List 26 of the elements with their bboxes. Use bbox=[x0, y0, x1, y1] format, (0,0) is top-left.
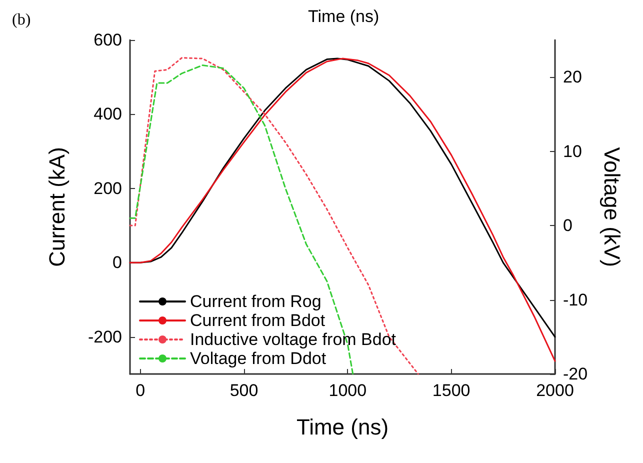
y2-tick-label: 10 bbox=[563, 142, 582, 161]
text: (b) bbox=[12, 12, 31, 28]
line-series bbox=[129, 57, 419, 375]
legend-label: Inductive voltage from Bdot bbox=[190, 330, 396, 349]
y-tick-label: -200 bbox=[88, 327, 122, 346]
y-tick-label: 200 bbox=[94, 178, 122, 198]
x-tick-label: 1000 bbox=[328, 381, 367, 400]
x-axis-title: Time (ns) bbox=[296, 414, 389, 440]
y-tick-label: 400 bbox=[94, 104, 122, 124]
y2-tick-label: -10 bbox=[563, 290, 588, 310]
legend-label: Current from Bdot bbox=[190, 311, 326, 330]
y2-tick-label: 0 bbox=[563, 216, 572, 236]
legend-label: Current from Rog bbox=[190, 292, 322, 311]
y2-tick-label: -20 bbox=[563, 364, 588, 384]
y-tick-label: 0 bbox=[112, 253, 122, 272]
y2-axis-title: Voltage (kV) bbox=[600, 147, 624, 267]
x-tick-label: 0 bbox=[136, 381, 146, 400]
text: Time (ns) bbox=[308, 7, 380, 26]
x-tick-label: 1500 bbox=[432, 381, 470, 400]
y-axis-title: Current (kA) bbox=[44, 147, 70, 267]
x-tick-label: 500 bbox=[230, 381, 258, 400]
x-tick-label: 2000 bbox=[536, 381, 574, 400]
y-tick-label: 600 bbox=[94, 30, 122, 50]
y2-tick-label: 20 bbox=[563, 68, 582, 87]
line-series bbox=[129, 64, 354, 375]
legend-label: Voltage from Ddot bbox=[190, 349, 326, 368]
